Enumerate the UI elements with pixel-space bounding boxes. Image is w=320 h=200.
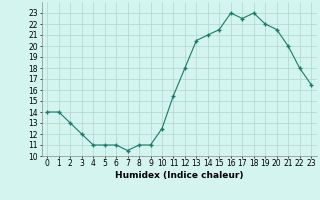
X-axis label: Humidex (Indice chaleur): Humidex (Indice chaleur) xyxy=(115,171,244,180)
